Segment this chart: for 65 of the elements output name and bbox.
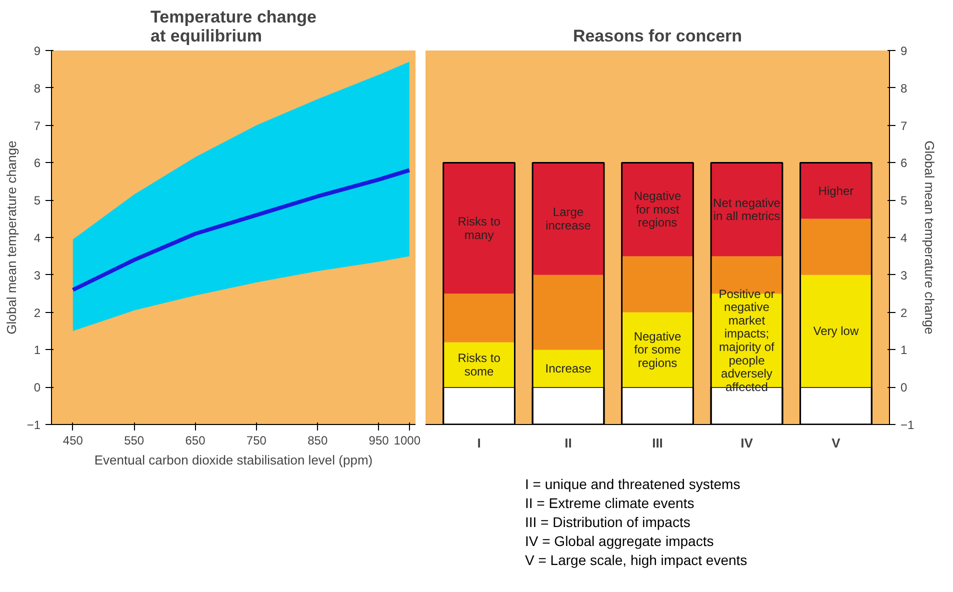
y-tick-label: 6 <box>900 156 908 170</box>
y-tick-label: 8 <box>900 81 908 96</box>
x-tick-label: III <box>652 436 663 450</box>
bar <box>800 162 872 219</box>
bar <box>443 294 515 342</box>
y-tick-label: 9 <box>34 44 41 58</box>
data-label: Net negative in all metrics <box>713 196 781 224</box>
y-tick-label: 2 <box>34 306 41 320</box>
y-axis-title: Global mean temperature change <box>922 140 938 334</box>
y-tick-label: −1 <box>900 418 915 432</box>
bar <box>800 274 872 388</box>
y-axis-title: Global mean temperature change <box>4 140 19 334</box>
bar <box>532 162 604 275</box>
x-tick-label: II <box>564 436 572 450</box>
x-tick-label: 750 <box>246 434 267 448</box>
y-tick-label: 6 <box>34 156 41 170</box>
bar <box>532 274 604 350</box>
bar <box>443 342 515 388</box>
x-tick-label: 850 <box>308 434 328 448</box>
x-tick-label: 1000 <box>394 434 421 448</box>
data-label: Risks to some <box>458 351 501 378</box>
y-tick-label: 2 <box>900 306 908 320</box>
chart-title: Temperature change at equilibrium <box>150 8 316 46</box>
x-tick-label: 650 <box>185 434 206 448</box>
bar <box>532 350 604 388</box>
chart-title: Reasons for concern <box>572 26 742 46</box>
data-label: Negative for some regions <box>634 329 682 370</box>
y-tick-label: 4 <box>900 231 908 245</box>
y-tick-label: 8 <box>34 81 41 96</box>
x-tick-label: 450 <box>62 434 84 448</box>
x-tick-label: I <box>477 436 481 450</box>
text: II = Extreme climate events <box>525 495 694 511</box>
text: IV = Global aggregate impacts <box>525 533 714 549</box>
bar <box>622 256 694 312</box>
y-tick-label: 7 <box>34 118 41 133</box>
data-label: Large increase <box>546 205 592 232</box>
data-label: Positive or negative market impacts; majority of people adversely affected <box>718 286 776 394</box>
data-label: Increase <box>545 361 592 376</box>
data-label: Higher <box>818 184 854 198</box>
y-tick-label: 9 <box>900 44 908 58</box>
x-tick-label: 550 <box>124 434 144 448</box>
y-tick-label: 4 <box>34 231 41 245</box>
x-tick-label: IV <box>740 436 754 450</box>
y-tick-label: −1 <box>26 418 41 432</box>
bar <box>800 218 872 275</box>
y-tick-label: 3 <box>34 268 41 282</box>
y-tick-label: 5 <box>34 194 41 208</box>
line-series <box>70 168 412 292</box>
y-tick-label: 7 <box>900 118 908 133</box>
y-tick-label: 0 <box>900 380 908 395</box>
data-label: Risks to many <box>458 214 501 242</box>
data-label: Negative for most regions <box>634 189 682 230</box>
y-tick-label: 1 <box>34 343 41 358</box>
data-label: Very low <box>813 324 859 338</box>
x-tick-label: V <box>832 436 841 450</box>
x-axis-title: Eventual carbon dioxide stabilisation level (ppm) <box>94 452 373 468</box>
bar <box>443 162 515 294</box>
text: V = Large scale, high impact events <box>525 552 748 568</box>
text: III = Distribution of impacts <box>525 514 690 530</box>
text: I = unique and threatened systems <box>525 476 740 492</box>
y-tick-label: 3 <box>900 268 908 282</box>
x-tick-label: 950 <box>368 434 390 448</box>
y-tick-label: 1 <box>900 343 908 358</box>
y-tick-label: 0 <box>34 380 41 395</box>
y-tick-label: 5 <box>900 194 908 208</box>
